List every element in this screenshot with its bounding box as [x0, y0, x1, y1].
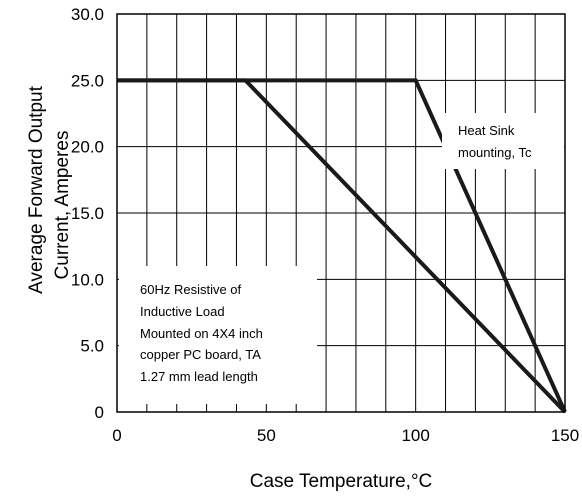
x-tick-label: 0 [112, 426, 121, 445]
y-tick-label: 10.0 [71, 270, 104, 289]
board-annotation-line-3: Mounted on 4X4 inch [140, 326, 263, 341]
x-tick-label: 50 [257, 426, 276, 445]
board-annotation-box [119, 266, 317, 404]
y-tick-label: 30.0 [71, 5, 104, 24]
series-line-2 [117, 78, 567, 414]
x-tick-label: 150 [551, 426, 579, 445]
x-tick-label: 100 [401, 426, 429, 445]
board-annotation-line-4: copper PC board, TA [140, 347, 261, 362]
series-lines [117, 78, 567, 414]
board-annotation-line-2: Inductive Load [140, 304, 225, 319]
heat-sink-annotation-box [442, 113, 564, 169]
heat-sink-annotation-line-1: Heat Sink [458, 123, 515, 138]
x-axis-title: Case Temperature,°C [250, 471, 433, 492]
y-tick-label: 0 [95, 403, 104, 422]
board-annotation-line-1: 60Hz Resistive of [140, 282, 242, 297]
plot-frame [116, 13, 566, 413]
y-axis-title-line-1: Average Forward Output [26, 85, 47, 293]
y-tick-label: 5.0 [80, 337, 104, 356]
y-tick-label: 20.0 [71, 138, 104, 157]
board-annotation-line-5: 1.27 mm lead length [140, 369, 258, 384]
heat-sink-annotation-line-2: mounting, Tc [458, 145, 532, 160]
axis-ticks: 0 50 100 150 0 5.0 10.0 15.0 20.0 25.0 30.0 [71, 5, 579, 445]
y-tick-label: 25.0 [71, 71, 104, 90]
y-axis-title-line-2: Current, Amperes [52, 131, 73, 280]
y-tick-label: 15.0 [71, 204, 104, 223]
